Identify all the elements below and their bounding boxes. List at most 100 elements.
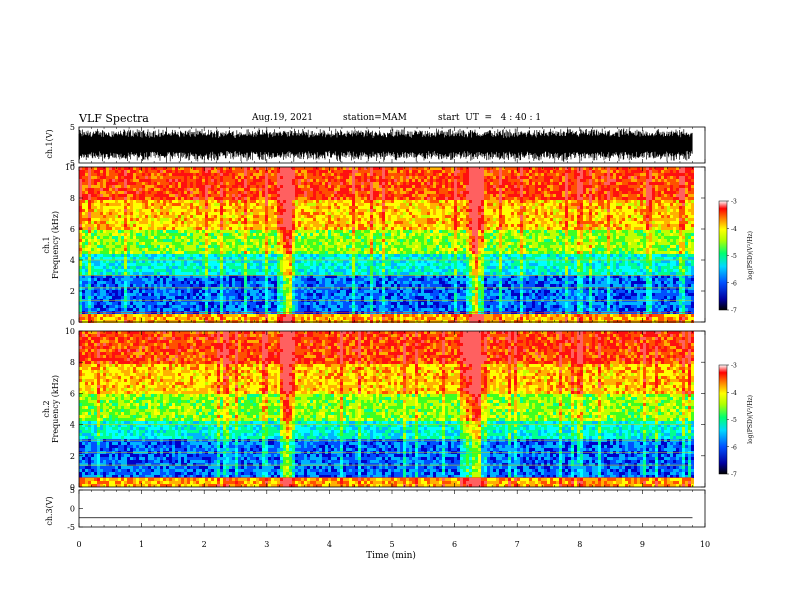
spectrogram-cell xyxy=(106,257,109,260)
spectrogram-cell xyxy=(253,191,256,194)
spectrogram-cell xyxy=(244,305,247,308)
spectrogram-cell xyxy=(127,236,130,239)
spectrogram-cell xyxy=(217,272,220,275)
spectrogram-cell xyxy=(313,188,316,191)
spectrogram-cell xyxy=(172,287,175,290)
spectrogram-cell xyxy=(220,209,223,212)
spectrogram-cell xyxy=(244,317,247,320)
spectrogram-cell xyxy=(340,266,343,269)
spectrogram-cell xyxy=(328,305,331,308)
spectrogram-cell xyxy=(274,179,277,182)
spectrogram-cell xyxy=(178,251,181,254)
spectrogram-cell xyxy=(211,194,214,197)
spectrogram-cell xyxy=(106,263,109,266)
spectrogram-cell xyxy=(277,287,280,290)
spectrogram-cell xyxy=(121,284,124,287)
spectrogram-cell xyxy=(124,257,127,260)
spectrogram-cell xyxy=(214,230,217,233)
spectrogram-cell xyxy=(166,185,169,188)
spectrogram-cell xyxy=(235,209,238,212)
spectrogram-cell xyxy=(268,194,271,197)
spectrogram-cell xyxy=(259,233,262,236)
spectrogram-cell xyxy=(124,254,127,257)
spectrogram-cell xyxy=(172,221,175,224)
spectrogram-cell xyxy=(154,284,157,287)
spectrogram-cell xyxy=(241,227,244,230)
spectrogram-cell xyxy=(325,182,328,185)
spectrogram-cell xyxy=(142,182,145,185)
spectrogram-cell xyxy=(139,305,142,308)
spectrogram-cell xyxy=(274,170,277,173)
spectrogram-cell xyxy=(145,296,148,299)
spectrogram-cell xyxy=(271,287,274,290)
spectrogram-cell xyxy=(313,296,316,299)
spectrogram-cell xyxy=(169,179,172,182)
spectrogram-cell xyxy=(262,233,265,236)
spectrogram-cell xyxy=(253,176,256,179)
spectrogram-cell xyxy=(226,170,229,173)
spectrogram-cell xyxy=(199,290,202,293)
spectrogram-cell xyxy=(112,203,115,206)
spectrogram-cell xyxy=(232,230,235,233)
spectrogram-cell xyxy=(124,215,127,218)
spectrogram-cell xyxy=(148,308,151,311)
spectrogram-cell xyxy=(334,182,337,185)
spectrogram-cell xyxy=(304,179,307,182)
spectrogram-cell xyxy=(169,290,172,293)
spectrogram-cell xyxy=(97,281,100,284)
spectrogram-cell xyxy=(217,296,220,299)
spectrogram-cell xyxy=(187,188,190,191)
spectrogram-cell xyxy=(211,236,214,239)
spectrogram-cell xyxy=(187,290,190,293)
spectrogram-cell xyxy=(334,197,337,200)
spectrogram-cell xyxy=(355,209,358,212)
spectrogram-cell xyxy=(343,305,346,308)
spectrogram-cell xyxy=(199,245,202,248)
spectrogram-cell xyxy=(271,251,274,254)
spectrogram-cell xyxy=(247,308,250,311)
spectrogram-cell xyxy=(295,272,298,275)
spectrogram-cell xyxy=(310,314,313,317)
spectrogram-cell xyxy=(202,272,205,275)
spectrogram-cell xyxy=(184,248,187,251)
spectrogram-cell xyxy=(274,287,277,290)
spectrogram-cell xyxy=(223,269,226,272)
spectrogram-cell xyxy=(130,296,133,299)
spectrogram-cell xyxy=(82,296,85,299)
spectrogram-cell xyxy=(316,221,319,224)
spectrogram-cell xyxy=(103,173,106,176)
spectrogram-cell xyxy=(247,191,250,194)
spectrogram-cell xyxy=(322,203,325,206)
spectrogram-cell xyxy=(136,176,139,179)
spectrogram-cell xyxy=(82,263,85,266)
spectrogram-cell xyxy=(112,260,115,263)
spectrogram-cell xyxy=(97,203,100,206)
spectrogram-cell xyxy=(196,269,199,272)
spectrogram-cell xyxy=(166,245,169,248)
spectrogram-cell xyxy=(253,263,256,266)
spectrogram-cell xyxy=(322,218,325,221)
spectrogram-cell xyxy=(331,173,334,176)
spectrogram-cell xyxy=(166,239,169,242)
spectrogram-cell xyxy=(133,224,136,227)
spectrogram-cell xyxy=(256,197,259,200)
spectrogram-cell xyxy=(271,224,274,227)
spectrogram-cell xyxy=(208,218,211,221)
spectrogram-cell xyxy=(337,281,340,284)
spectrogram-cell xyxy=(226,179,229,182)
spectrogram-cell xyxy=(145,266,148,269)
spectrogram-cell xyxy=(196,188,199,191)
spectrogram-cell xyxy=(127,269,130,272)
spectrogram-cell xyxy=(244,200,247,203)
spectrogram-cell xyxy=(286,179,289,182)
spectrogram-cell xyxy=(271,179,274,182)
spectrogram-cell xyxy=(235,263,238,266)
spectrogram-cell xyxy=(169,266,172,269)
spectrogram-cell xyxy=(142,263,145,266)
spectrogram-cell xyxy=(127,272,130,275)
spectrogram-cell xyxy=(154,182,157,185)
spectrogram-cell xyxy=(274,227,277,230)
spectrogram-cell xyxy=(106,233,109,236)
spectrogram-cell xyxy=(163,194,166,197)
spectrogram-cell xyxy=(184,188,187,191)
